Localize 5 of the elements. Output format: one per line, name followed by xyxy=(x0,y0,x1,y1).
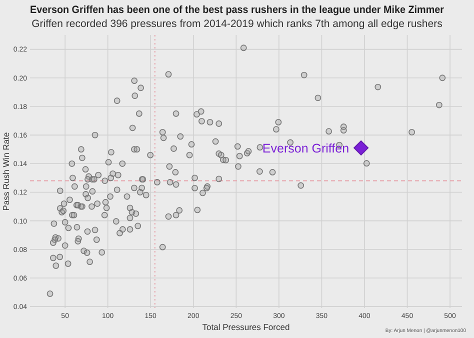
y-axis-title: Pass Rush Win Rate xyxy=(1,132,11,211)
x-axis-title: Total Pressures Forced xyxy=(202,322,290,332)
chart-subtitle: Griffen recorded 396 pressures from 2014-2019 which ranks 7th among all edge rushers xyxy=(32,18,442,30)
series-label: Everson Griffen xyxy=(262,141,350,156)
chart-title: Everson Griffen has been one of the best pass rushers in the league under Mike Zimmer xyxy=(30,4,470,16)
